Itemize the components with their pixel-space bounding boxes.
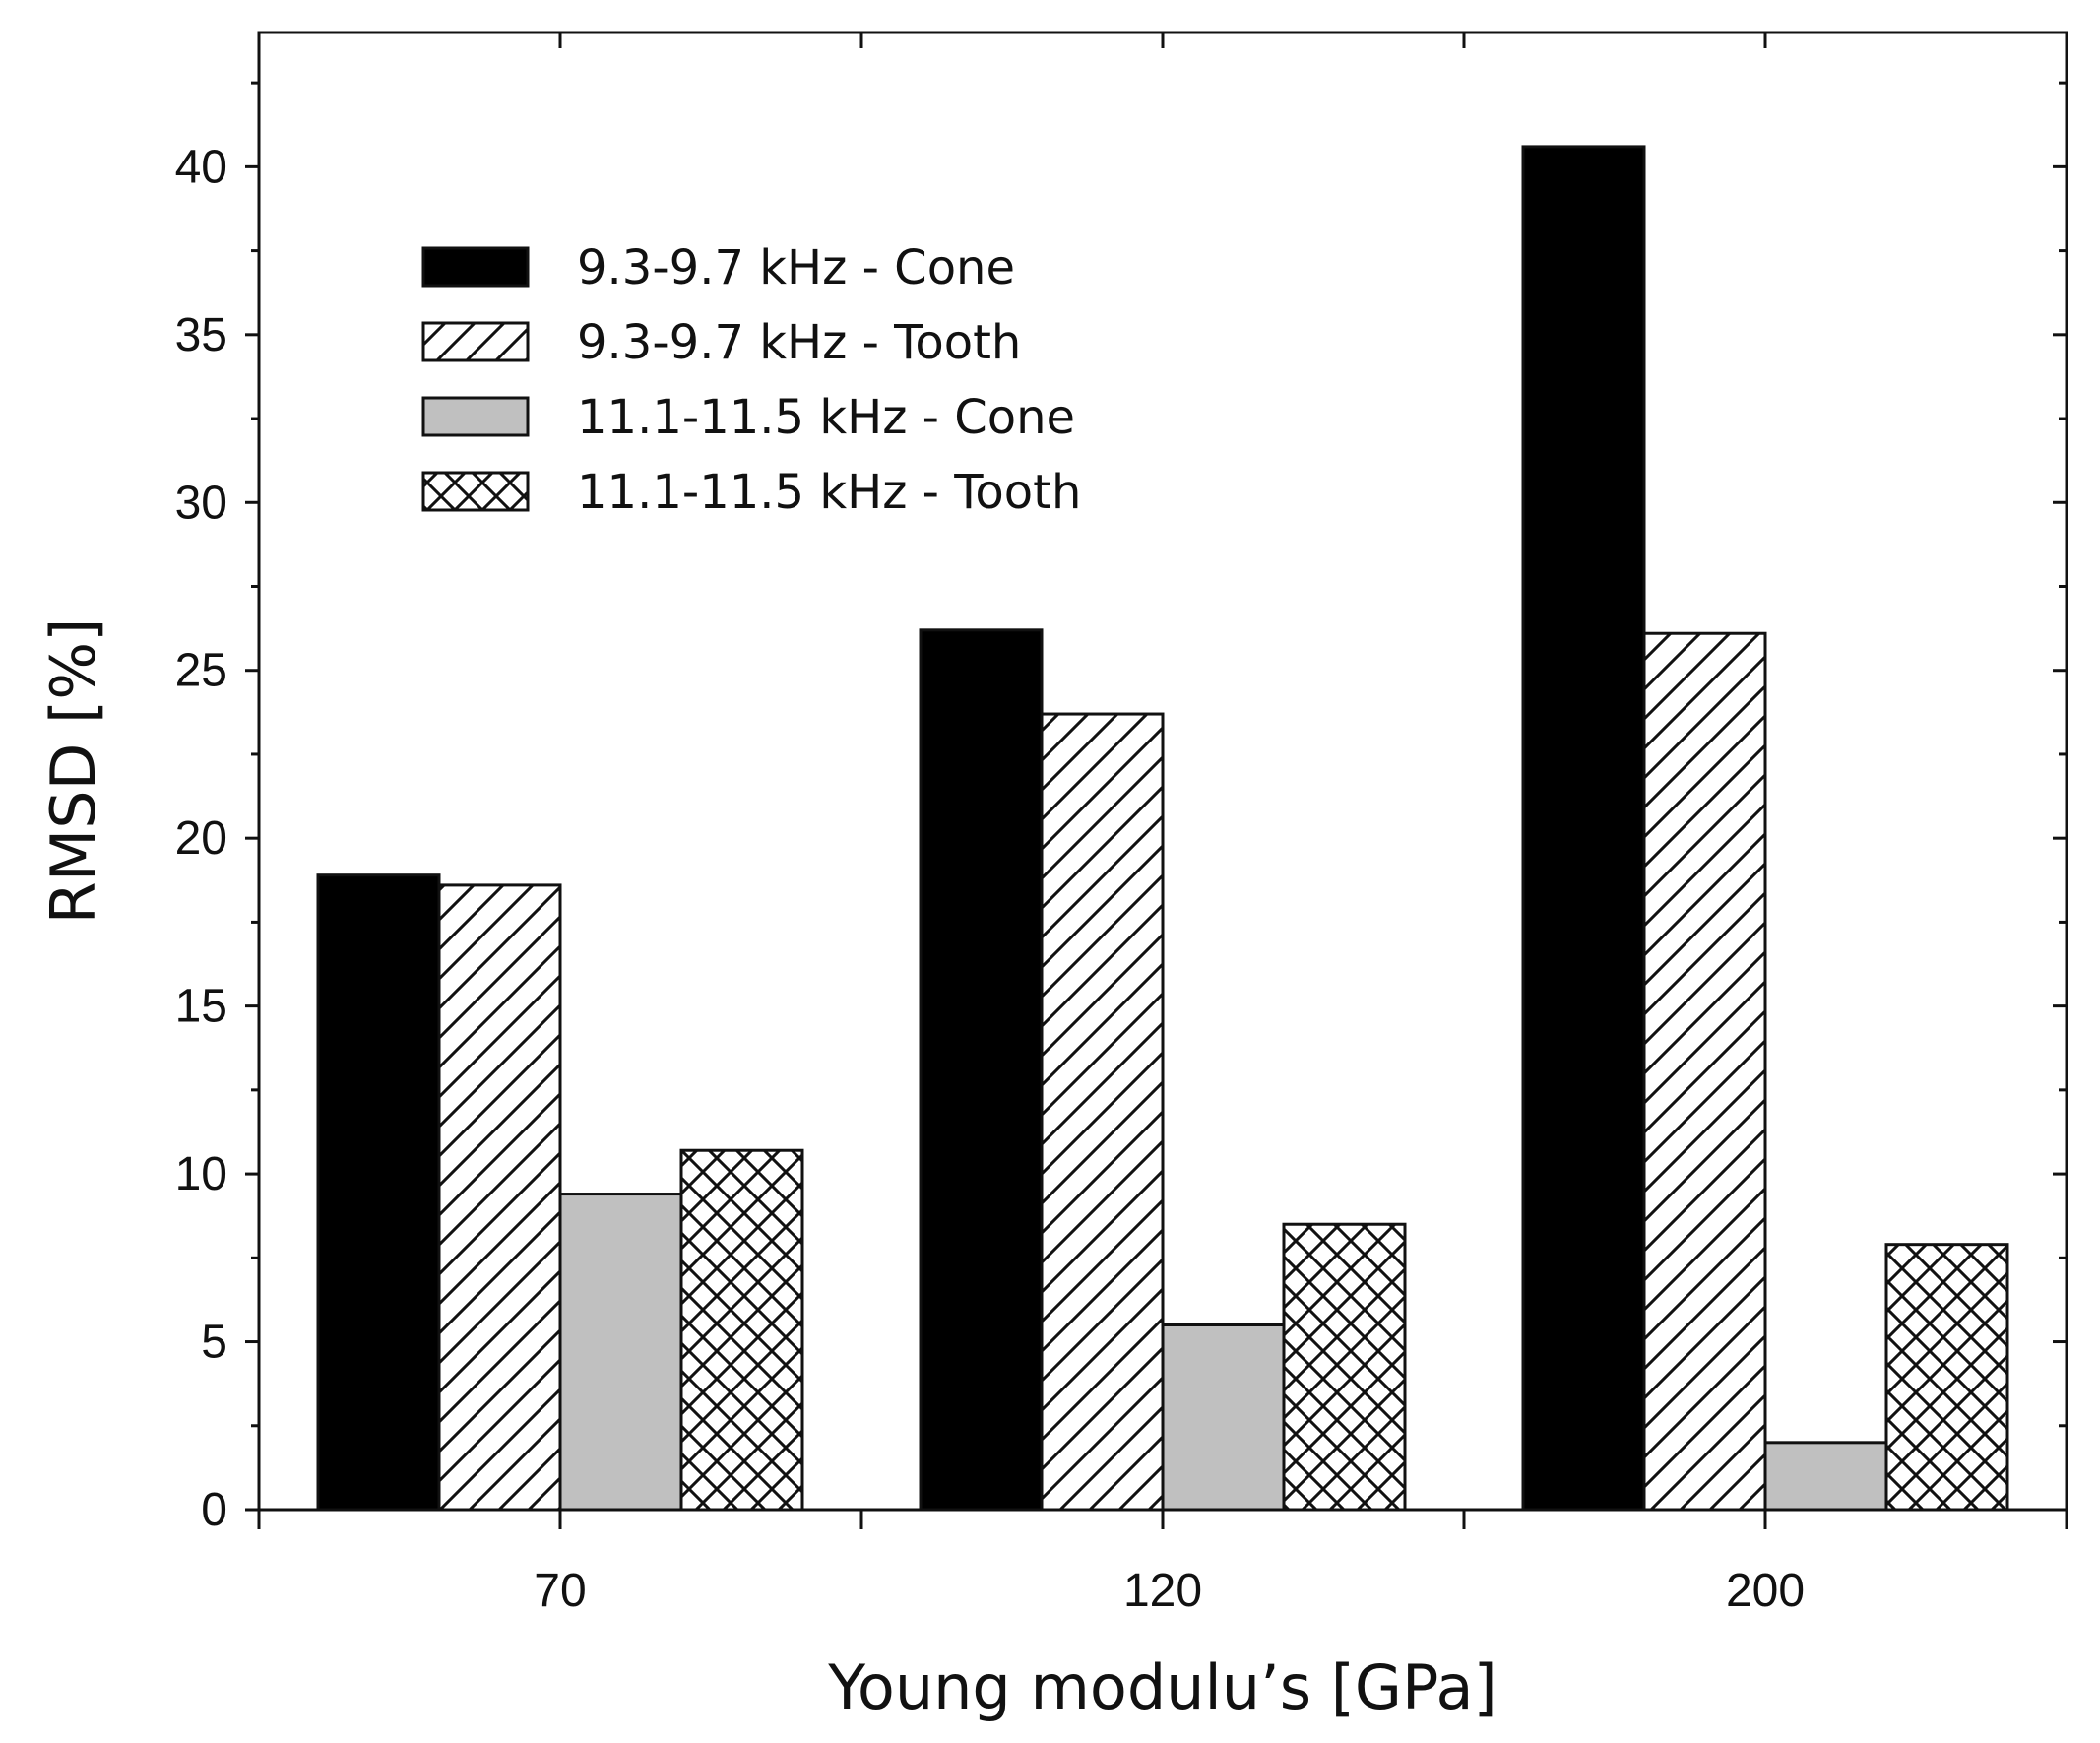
y-tick-label: 10 (175, 1148, 227, 1200)
legend-label: 9.3-9.7 kHz - Cone (577, 240, 1015, 295)
legend-label: 11.1-11.5 kHz - Tooth (577, 465, 1081, 520)
bar-11-1-11-5-khz-tooth-200 (1884, 1243, 2009, 1512)
bar-11-1-11-5-khz-cone-200 (1763, 1441, 1888, 1512)
y-tick-label: 40 (175, 141, 227, 193)
y-tick-label: 15 (175, 981, 227, 1033)
legend: 9.3-9.7 kHz - Cone 9.3-9.7 kHz - Tooth 11.… (421, 240, 1081, 520)
x-axis-title: Young modulu’s [GPa] (827, 1651, 1496, 1723)
x-tick-label: 120 (1123, 1565, 1202, 1617)
x-tick-label: 200 (1726, 1565, 1805, 1617)
legend-swatch (421, 246, 530, 288)
bar-9-3-9-7-khz-cone-70 (316, 873, 441, 1512)
y-tick-label: 30 (175, 477, 227, 529)
bar-9-3-9-7-khz-cone-120 (919, 628, 1044, 1512)
bar-9-3-9-7-khz-tooth-120 (1040, 712, 1165, 1512)
y-tick-label: 5 (201, 1317, 227, 1369)
legend-label: 11.1-11.5 kHz - Cone (577, 390, 1075, 445)
legend-label: 9.3-9.7 kHz - Tooth (577, 315, 1021, 370)
bar-11-1-11-5-khz-cone-70 (558, 1193, 683, 1512)
bar-9-3-9-7-khz-tooth-200 (1642, 631, 1767, 1512)
bar-9-3-9-7-khz-tooth-70 (437, 883, 562, 1512)
y-tick-label: 35 (175, 309, 227, 361)
x-tick-label: 70 (534, 1565, 586, 1617)
y-axis-title: RMSD [%] (37, 618, 109, 925)
bar-11-1-11-5-khz-cone-120 (1161, 1323, 1286, 1512)
y-tick-label: 20 (175, 812, 227, 865)
legend-swatch (421, 396, 530, 437)
y-tick-label: 25 (175, 645, 227, 697)
bar-11-1-11-5-khz-tooth-120 (1282, 1222, 1407, 1512)
bar-9-3-9-7-khz-cone-200 (1521, 145, 1646, 1512)
legend-swatch (421, 471, 530, 512)
bar-11-1-11-5-khz-tooth-70 (679, 1148, 804, 1512)
bars (316, 145, 2009, 1512)
legend-swatch (421, 321, 530, 362)
y-tick-label: 0 (201, 1484, 227, 1536)
axes: 0 5 10 15 20 25 30 35 40 70 120 200 (175, 32, 2068, 1617)
